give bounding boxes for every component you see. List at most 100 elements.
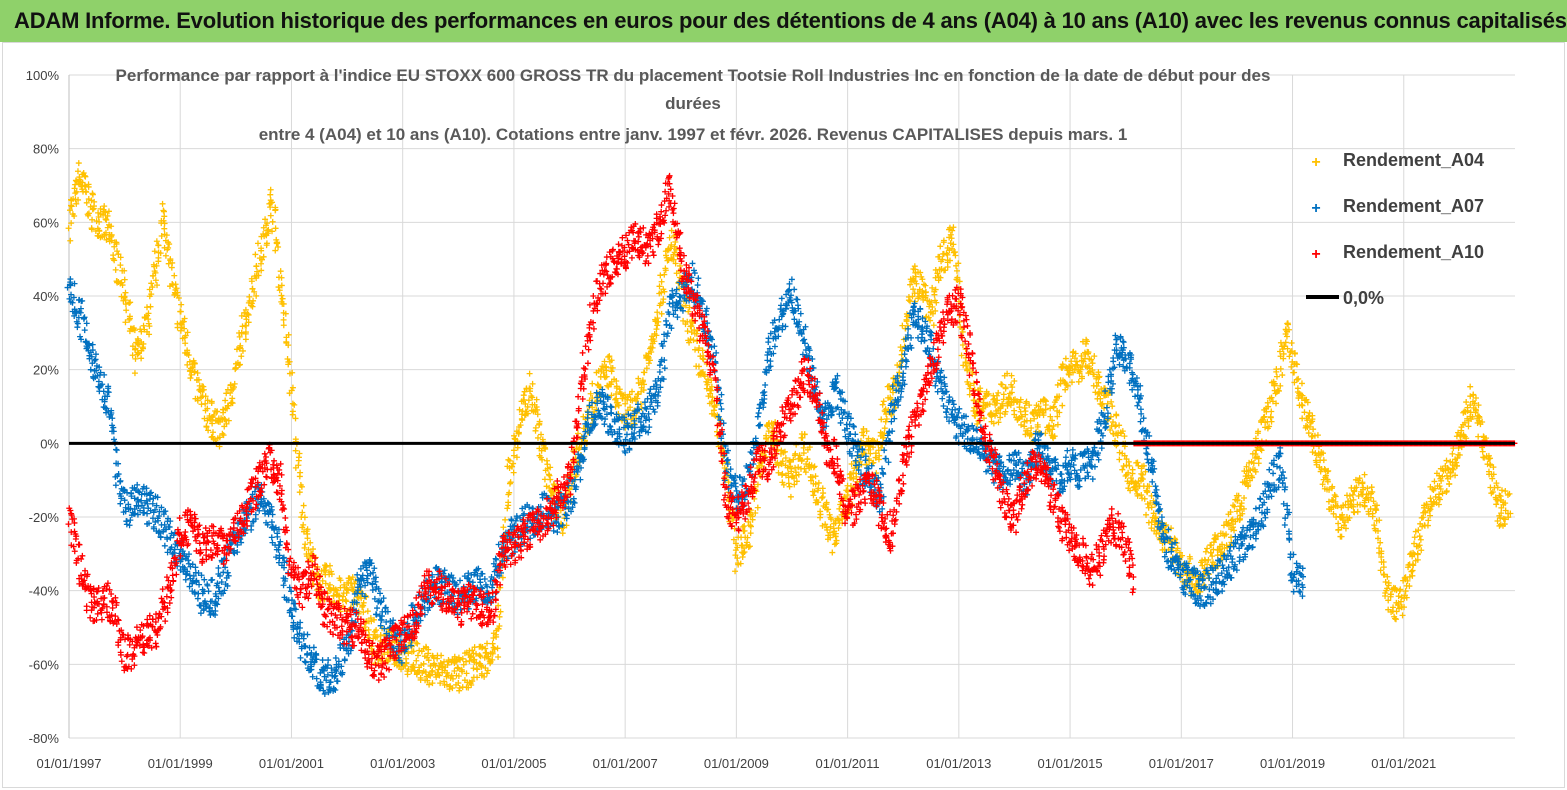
- data-point: [1002, 385, 1009, 392]
- data-point: [413, 657, 420, 664]
- data-point: [209, 429, 216, 436]
- data-point: [1349, 491, 1356, 498]
- data-point: [1382, 579, 1389, 586]
- data-point: [504, 505, 511, 512]
- data-point: [229, 395, 236, 402]
- data-point: [84, 211, 91, 218]
- data-point: [263, 240, 270, 247]
- data-point: [89, 191, 96, 198]
- x-tick-label: 01/01/2009: [704, 756, 769, 771]
- data-point: [134, 351, 141, 358]
- data-point: [455, 680, 462, 687]
- data-point: [372, 634, 379, 641]
- data-point: [267, 212, 274, 219]
- data-point: [253, 292, 260, 299]
- data-point: [1202, 548, 1209, 555]
- data-point: [459, 668, 466, 675]
- data-point: [343, 598, 350, 605]
- data-point: [757, 421, 764, 428]
- data-point: [711, 343, 718, 350]
- data-point: [626, 446, 633, 453]
- data-point: [434, 655, 441, 662]
- data-point: [148, 291, 155, 298]
- data-point: [301, 544, 308, 551]
- data-point: [202, 393, 209, 400]
- data-point: [661, 365, 668, 372]
- data-point: [1212, 531, 1219, 538]
- data-point: [577, 476, 584, 483]
- data-point: [119, 282, 126, 289]
- data-point: [966, 391, 973, 398]
- data-point: [255, 272, 262, 279]
- data-point: [150, 273, 157, 280]
- data-point: [253, 263, 260, 270]
- data-point: [437, 680, 444, 687]
- data-point: [83, 189, 90, 196]
- data-point: [221, 416, 228, 423]
- data-point: [339, 593, 346, 600]
- data-point: [1446, 481, 1453, 488]
- data-point: [305, 546, 312, 553]
- y-tick-label: 60%: [33, 215, 59, 230]
- data-point: [1134, 459, 1141, 466]
- data-point: [144, 312, 151, 319]
- data-point: [165, 260, 172, 267]
- data-point: [1116, 456, 1123, 463]
- data-point: [272, 206, 279, 213]
- data-point: [694, 282, 701, 289]
- data-point: [421, 611, 428, 618]
- data-point: [1298, 380, 1305, 387]
- data-point: [204, 397, 211, 404]
- data-point: [67, 202, 74, 209]
- data-point: [307, 539, 314, 546]
- data-point: [811, 463, 818, 470]
- y-tick-label: -80%: [29, 731, 60, 746]
- data-point: [1116, 422, 1123, 429]
- data-point: [272, 225, 279, 232]
- data-point: [159, 200, 166, 207]
- data-point: [455, 673, 462, 680]
- data-point: [754, 504, 761, 511]
- data-point: [358, 595, 365, 602]
- data-point: [249, 303, 256, 310]
- data-point: [83, 199, 90, 206]
- data-point: [1120, 463, 1127, 470]
- data-point: [451, 668, 458, 675]
- data-point: [454, 664, 461, 671]
- data-point: [505, 499, 512, 506]
- data-point: [364, 608, 371, 615]
- data-point: [154, 282, 161, 289]
- data-point: [250, 297, 257, 304]
- data-point: [684, 328, 691, 335]
- data-point: [489, 640, 496, 647]
- data-point: [239, 347, 246, 354]
- data-point: [1059, 402, 1066, 409]
- data-point: [280, 316, 287, 323]
- data-point: [151, 248, 158, 255]
- data-point: [132, 346, 139, 353]
- data-point: [1119, 466, 1126, 473]
- data-point: [103, 236, 110, 243]
- data-point: [126, 316, 133, 323]
- data-point: [608, 410, 615, 417]
- data-point: [882, 455, 889, 462]
- data-point: [656, 362, 663, 369]
- data-point: [445, 658, 452, 665]
- data-point: [301, 514, 308, 521]
- data-point: [296, 489, 303, 496]
- data-point: [286, 358, 293, 365]
- data-point: [1075, 378, 1082, 385]
- data-point: [155, 254, 162, 261]
- data-point: [275, 243, 282, 250]
- data-point: [127, 299, 134, 306]
- data-point: [191, 360, 198, 367]
- data-point: [1068, 358, 1075, 365]
- data-point: [135, 350, 142, 357]
- data-point: [304, 631, 311, 638]
- data-point: [733, 487, 740, 494]
- data-point: [1253, 447, 1260, 454]
- data-point: [264, 220, 271, 227]
- data-point: [332, 672, 339, 679]
- data-point: [184, 329, 191, 336]
- data-point: [326, 585, 333, 592]
